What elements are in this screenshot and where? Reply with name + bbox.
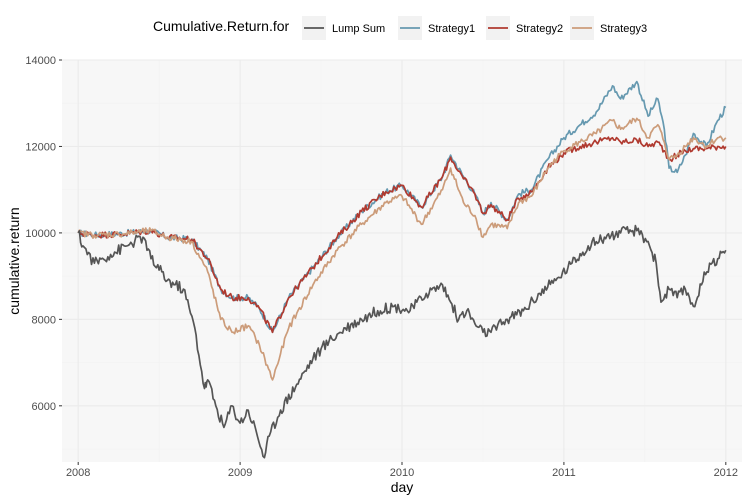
legend: Cumulative.Return.for Lump Sum Strategy1 S… (153, 16, 647, 40)
series-line-strategy3 (77, 117, 727, 381)
legend-item-strategy3: Strategy3 (570, 16, 647, 40)
x-axis-title: day (391, 479, 414, 495)
x-tick-label: 2008 (66, 467, 90, 479)
y-tick-label: 8000 (32, 314, 56, 326)
legend-keys: Lump Sum Strategy1 Strategy2 Strategy3 (302, 16, 647, 40)
series-layer (77, 80, 727, 459)
y-tick-label: 10000 (25, 228, 56, 240)
legend-label: Strategy2 (516, 23, 563, 35)
legend-label: Strategy3 (600, 23, 647, 35)
legend-item-lump-sum: Lump Sum (302, 16, 385, 40)
x-tick-label: 2012 (714, 467, 738, 479)
series-line-lump-sum (77, 224, 727, 459)
y-tick-label: 6000 (32, 401, 56, 413)
y-tick-label: 12000 (25, 141, 56, 153)
legend-label: Strategy1 (428, 23, 475, 35)
legend-title: Cumulative.Return.for (153, 18, 290, 34)
x-axis: 2008 2009 2010 2011 2012 (66, 462, 738, 479)
legend-label: Lump Sum (332, 23, 385, 35)
series-line-strategy2 (77, 136, 727, 334)
y-tick-label: 14000 (25, 55, 56, 67)
x-tick-label: 2011 (552, 467, 576, 479)
x-tick-label: 2009 (228, 467, 252, 479)
legend-item-strategy1: Strategy1 (398, 16, 475, 40)
y-axis: 6000 8000 10000 12000 14000 (25, 55, 62, 413)
legend-item-strategy2: Strategy2 (486, 16, 563, 40)
x-tick-label: 2010 (390, 467, 414, 479)
y-axis-title: cumulative.return (6, 207, 22, 314)
grid (62, 59, 742, 462)
